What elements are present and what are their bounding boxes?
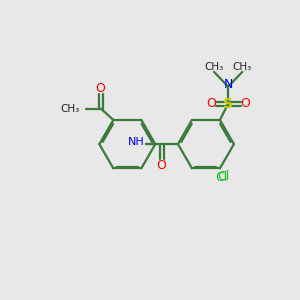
Text: O: O (240, 97, 250, 110)
Text: NH: NH (128, 137, 145, 147)
Text: S: S (223, 97, 233, 111)
Text: O: O (206, 97, 216, 110)
Text: O: O (157, 159, 166, 172)
Text: N: N (224, 78, 233, 91)
Text: O: O (96, 82, 106, 94)
Text: CH₃: CH₃ (61, 104, 80, 114)
Text: CH₃: CH₃ (233, 61, 252, 72)
Text: CH₃: CH₃ (204, 61, 224, 72)
Text: Cl: Cl (215, 171, 227, 184)
Text: Cl: Cl (217, 170, 229, 183)
